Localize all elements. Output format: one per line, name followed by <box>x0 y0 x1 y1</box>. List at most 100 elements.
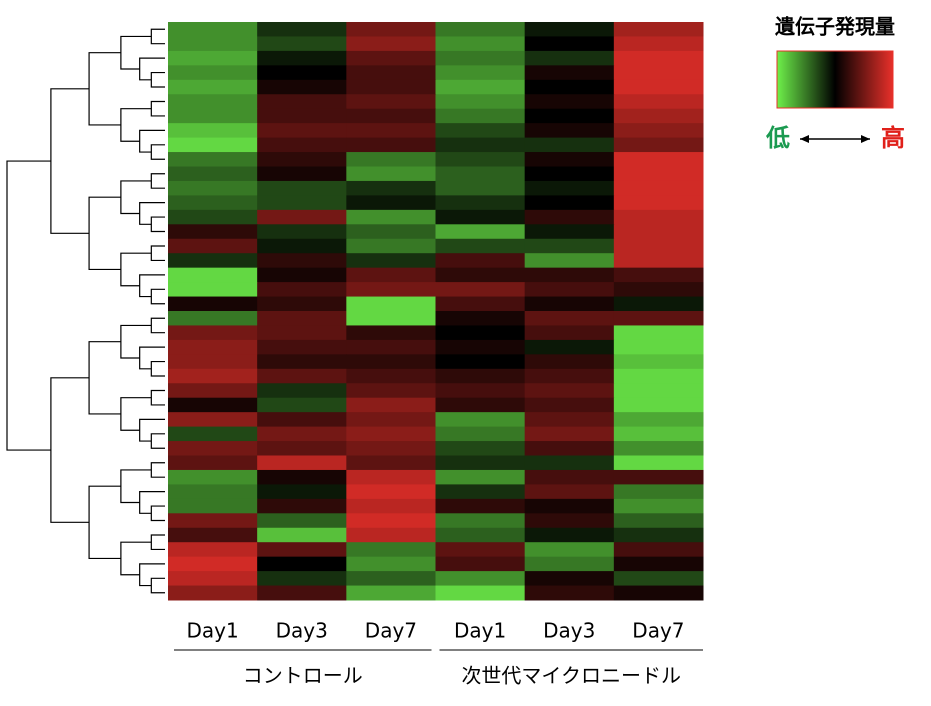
cell <box>524 339 615 355</box>
cell <box>524 556 615 572</box>
cell <box>257 282 347 298</box>
cell <box>524 441 615 456</box>
cell <box>613 50 704 66</box>
cell <box>168 383 258 399</box>
cell <box>346 282 436 298</box>
column-label: Day3 <box>543 619 595 643</box>
cell <box>168 556 258 572</box>
cell <box>346 195 436 211</box>
cell <box>613 325 704 341</box>
cell <box>346 383 436 399</box>
cell <box>524 209 615 225</box>
cell <box>524 22 615 37</box>
dendrogram-branch <box>150 360 165 377</box>
cell <box>346 556 436 572</box>
legend-high: 高 <box>881 124 905 152</box>
cell <box>613 542 704 558</box>
cell <box>613 383 704 399</box>
cell <box>524 224 615 240</box>
cell <box>435 383 526 399</box>
cell <box>524 195 615 211</box>
cell <box>524 267 615 283</box>
cell <box>346 484 436 500</box>
cell <box>168 65 258 81</box>
dendrogram-branch <box>139 346 165 370</box>
cell <box>257 426 347 442</box>
cell <box>168 571 258 587</box>
dendrogram-branch <box>150 216 165 233</box>
cell <box>346 238 436 254</box>
cell <box>257 339 347 355</box>
cell <box>346 426 436 442</box>
cell <box>435 441 526 456</box>
dendrogram-branch <box>139 274 165 298</box>
cell <box>257 383 347 399</box>
cell <box>524 354 615 370</box>
cell <box>524 498 615 514</box>
cell <box>613 267 704 283</box>
cell <box>613 224 704 240</box>
cell <box>435 50 526 66</box>
dendrogram-branch <box>120 541 152 576</box>
dendrogram-branch <box>150 28 165 45</box>
dendrogram-branch <box>150 505 165 522</box>
cell <box>435 238 526 254</box>
dendrogram-branch <box>50 88 90 234</box>
cell <box>257 152 347 167</box>
cell <box>257 412 347 428</box>
cell <box>524 469 615 485</box>
cell <box>168 542 258 558</box>
cell <box>435 94 526 110</box>
cell <box>257 238 347 254</box>
cell <box>168 368 258 384</box>
column-label: Day1 <box>454 619 506 643</box>
cell <box>168 412 258 428</box>
cell <box>435 397 526 413</box>
dendrogram-branch <box>150 317 165 334</box>
cell <box>346 209 436 225</box>
cell <box>168 180 258 196</box>
cell <box>346 253 436 269</box>
cell <box>524 238 615 254</box>
cell <box>435 368 526 384</box>
cell <box>346 22 436 37</box>
dendrogram-branch <box>120 252 152 287</box>
cell <box>613 455 704 471</box>
cell <box>524 542 615 558</box>
dendrogram-branch <box>150 144 165 160</box>
dendrogram-branch <box>150 288 165 305</box>
cell <box>524 513 615 529</box>
cell <box>346 311 436 326</box>
dendrogram-branch <box>150 534 165 551</box>
cell <box>435 282 526 298</box>
cell <box>613 412 704 428</box>
color-bar <box>776 50 894 109</box>
cell <box>435 484 526 500</box>
cell <box>613 282 704 298</box>
cell <box>613 22 704 37</box>
cell <box>168 22 258 37</box>
cell <box>435 123 526 139</box>
dendrogram-branch <box>139 418 165 442</box>
cell <box>435 152 526 167</box>
cell <box>613 253 704 269</box>
cell <box>257 65 347 81</box>
cell <box>346 527 436 543</box>
cell <box>257 267 347 283</box>
cell <box>168 498 258 514</box>
cell <box>257 527 347 543</box>
dendrogram-branch <box>150 173 165 189</box>
cell <box>257 166 347 182</box>
cell <box>613 498 704 514</box>
dendrogram-branch <box>150 245 165 262</box>
cell <box>346 180 436 196</box>
cell <box>524 108 615 124</box>
cell <box>257 469 347 485</box>
cell <box>346 513 436 529</box>
cell <box>168 267 258 283</box>
cell <box>168 527 258 543</box>
cell <box>435 311 526 326</box>
cell <box>524 311 615 326</box>
cell <box>346 108 436 124</box>
